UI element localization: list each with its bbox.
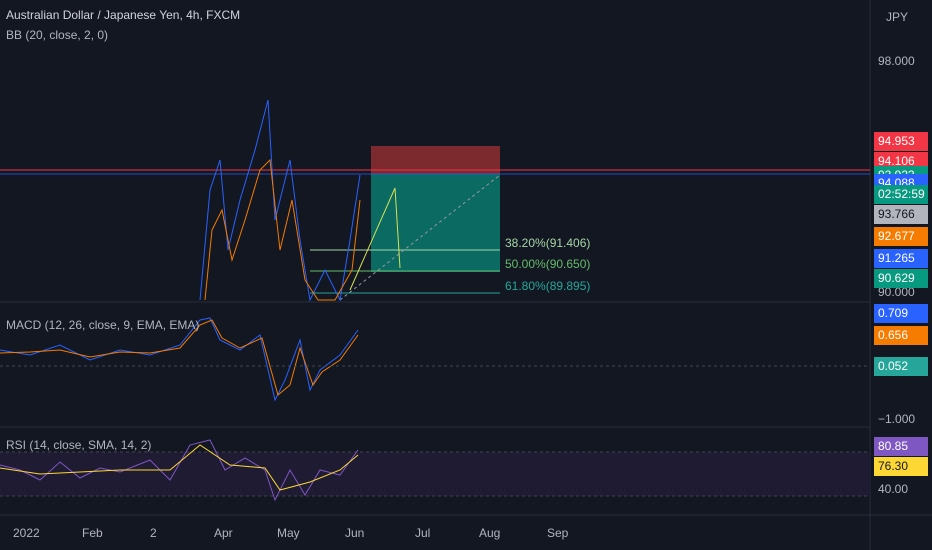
price-label: 93.766 (874, 205, 928, 224)
signal-line (0, 319, 359, 396)
fib-label: 50.00%(90.650) (505, 257, 591, 271)
time-label: May (277, 526, 300, 540)
macd-label: 0.709 (874, 304, 928, 323)
rsi-label: 80.85 (874, 437, 928, 456)
symbol-title: Australian Dollar / Japanese Yen, 4h, FX… (6, 8, 241, 22)
countdown: 02:52:59 (874, 185, 928, 204)
price-label: 90.629 (874, 269, 928, 288)
fib-label: 38.20%(91.406) (505, 236, 591, 250)
time-label: Aug (479, 526, 501, 540)
price-label: 94.953 (874, 132, 928, 151)
rsi-title: RSI (14, close, SMA, 14, 2) (6, 438, 152, 452)
time-label: 2 (150, 526, 157, 540)
indicator-title: BB (20, close, 2, 0) (6, 28, 109, 42)
time-label: Apr (214, 526, 233, 540)
macd-title: MACD (12, 26, close, 9, EMA, EMA) (6, 318, 200, 332)
macd-label: 0.656 (874, 326, 928, 345)
currency: JPY (886, 10, 909, 24)
price-label: 92.677 (874, 227, 928, 246)
time-label: Jul (415, 526, 431, 540)
time-label: Feb (82, 526, 103, 540)
price-tick: 90.000 (878, 285, 915, 299)
stop-zone (371, 146, 500, 174)
price-curve (204, 158, 361, 301)
macd-line (0, 317, 359, 402)
time-label: Sep (547, 526, 569, 540)
time-label: Jun (345, 526, 365, 540)
rsi-ma (0, 444, 359, 491)
fib-label: 61.80%(89.895) (505, 279, 591, 293)
rsi-tick: 40.00 (878, 482, 909, 496)
bb-upper (199, 99, 361, 302)
time-label: 2022 (13, 526, 40, 540)
rsi-band (0, 452, 870, 496)
price-label: 91.265 (874, 249, 928, 268)
rsi-line (0, 439, 359, 502)
macd-tick: −1.000 (878, 412, 916, 426)
price-tick: 98.000 (878, 54, 915, 68)
projection (349, 187, 401, 291)
rsi-label: 76.30 (874, 457, 928, 476)
macd-label: 0.052 (874, 357, 928, 376)
trend-line (339, 174, 501, 301)
target-zone (371, 174, 500, 272)
